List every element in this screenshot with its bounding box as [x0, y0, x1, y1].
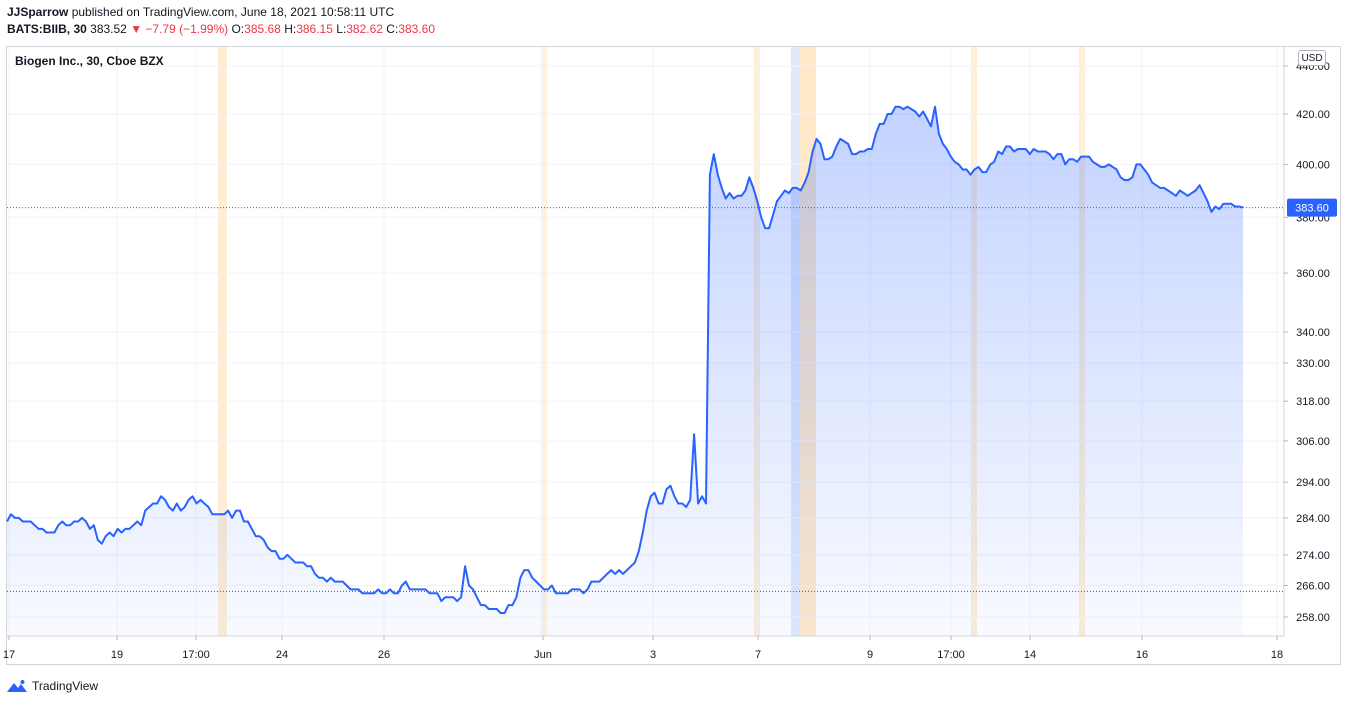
price-area: [6, 105, 1244, 636]
low-value: 382.62: [346, 22, 383, 36]
x-tick-label: 3: [650, 649, 656, 661]
y-tick-label: 340.00: [1296, 327, 1330, 339]
x-tick-label: 17: [3, 649, 15, 661]
current-price-box: [1287, 198, 1337, 217]
y-tick-label: 318.00: [1296, 396, 1330, 408]
high-value: 386.15: [296, 22, 333, 36]
chart-frame: [6, 46, 1341, 665]
price-change: ▼ −7.79 (−1.99%): [130, 22, 229, 36]
session-band: [541, 47, 547, 636]
high-label: H:: [284, 22, 297, 36]
current-price-marker: 383.60: [1287, 198, 1337, 217]
y-tick-label: 294.00: [1296, 477, 1330, 489]
x-tick-label: 17:00: [182, 649, 210, 661]
x-tick-label: 19: [111, 649, 123, 661]
x-axis[interactable]: 17 19 17:00 24 26 Jun 3 7 9 17:00 14 16 18: [3, 635, 1284, 661]
x-tick-label: 16: [1136, 649, 1148, 661]
publisher-name[interactable]: JJSparrow: [7, 5, 69, 19]
session-band: [218, 47, 227, 636]
close-label: C:: [386, 22, 399, 36]
x-tick-label: 9: [867, 649, 873, 661]
x-tick-label: 18: [1271, 649, 1283, 661]
x-tick-label: Jun: [534, 649, 552, 661]
y-tick-label: 420.00: [1296, 109, 1330, 121]
footer: TradingView: [6, 679, 98, 693]
y-axis[interactable]: 258.00 266.00 274.00 284.00 294.00 306.00 318.…: [1283, 47, 1330, 636]
current-price-label: 383.60: [1295, 203, 1329, 215]
published-text: published on TradingView.com, June 18, 2…: [71, 5, 395, 19]
chart-title: Biogen Inc., 30, Cboe BZX: [15, 54, 164, 68]
x-tick-label: 7: [755, 649, 761, 661]
ohlc-line: BATS:BIIB, 30 383.52 ▼ −7.79 (−1.99%) O:…: [7, 22, 435, 36]
published-line: JJSparrow published on TradingView.com, …: [7, 5, 394, 19]
y-tick-label: 330.00: [1296, 358, 1330, 370]
close-value: 383.60: [398, 22, 435, 36]
last-price: 383.52: [90, 22, 127, 36]
x-tick-label: 14: [1024, 649, 1036, 661]
y-tick-label: 400.00: [1296, 159, 1330, 171]
price-line: [6, 105, 1244, 614]
tradingview-logo-icon[interactable]: [6, 679, 28, 693]
area-fill: [7, 106, 1243, 636]
x-tick-label: 17:00: [937, 649, 965, 661]
y-tick-label: 284.00: [1296, 513, 1330, 525]
y-tick-label: 274.00: [1296, 550, 1330, 562]
currency-badge[interactable]: USD: [1298, 50, 1326, 66]
x-tick-label: 26: [378, 649, 390, 661]
low-label: L:: [336, 22, 347, 36]
tradingview-brand[interactable]: TradingView: [32, 679, 99, 693]
open-label: O:: [231, 22, 245, 36]
y-tick-label: 306.00: [1296, 436, 1330, 448]
y-tick-label: 258.00: [1296, 612, 1330, 624]
symbol-label: BATS:BIIB, 30: [7, 22, 87, 36]
y-tick-label: 360.00: [1296, 268, 1330, 280]
x-tick-label: 24: [276, 649, 288, 661]
open-value: 385.68: [244, 22, 281, 36]
y-tick-label: 266.00: [1296, 580, 1330, 592]
